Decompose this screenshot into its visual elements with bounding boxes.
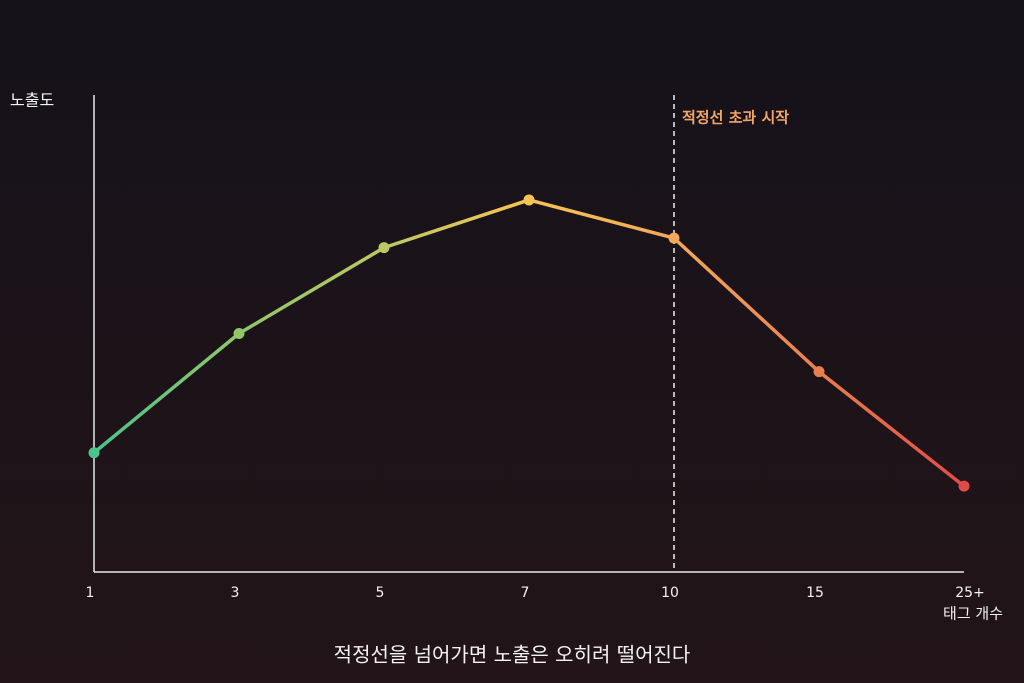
data-point <box>378 242 390 254</box>
x-tick-label: 3 <box>231 585 240 601</box>
x-tick-label: 7 <box>521 585 530 601</box>
y-axis-label: 노출도 <box>10 91 54 110</box>
data-point <box>668 232 680 244</box>
data-point <box>88 447 100 459</box>
data-point <box>958 480 970 492</box>
x-axis-label: 태그 개수 <box>943 605 1003 623</box>
x-tick-label: 10 <box>661 585 679 601</box>
x-tick-label: 15 <box>806 585 824 601</box>
x-tick-label: 1 <box>86 585 95 601</box>
data-point <box>233 328 245 339</box>
data-point <box>813 366 825 378</box>
data-point <box>523 194 535 206</box>
x-tick-label: 5 <box>376 585 385 601</box>
chart-title: 적정선을 넘어가면 노출은 오히려 떨어진다 <box>334 643 691 667</box>
annotation-label: 적정선 초과 시작 <box>682 109 789 127</box>
x-tick-label: 25+ <box>955 585 985 601</box>
